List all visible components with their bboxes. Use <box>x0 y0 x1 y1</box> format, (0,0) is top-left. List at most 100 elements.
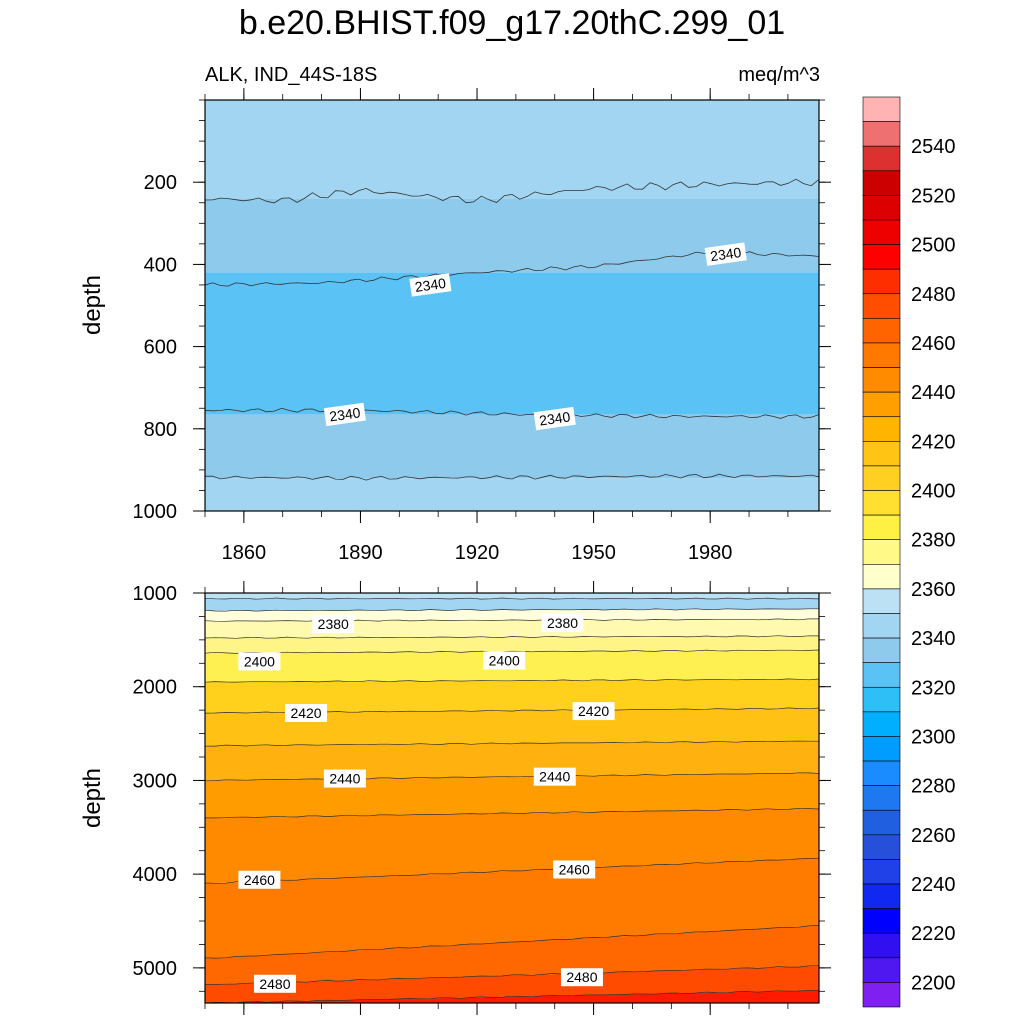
lower-band-10 <box>205 808 819 884</box>
colorbar-swatch-0 <box>862 96 901 122</box>
lower-contour-plot: 2380 2380 2400 2400 2420 2420 2440 2440 2460 2460… <box>79 581 831 1015</box>
upper-contour-line-0 <box>205 178 819 204</box>
colorbar-label-12: 2300 <box>911 726 956 748</box>
colorbar-label-17: 2200 <box>911 972 956 994</box>
chart-title: b.e20.BHIST.f09_g17.20thC.299_01 <box>238 4 786 42</box>
colorbar-label-5: 2440 <box>911 382 956 404</box>
upper-contour-label-bg-1 <box>704 242 747 266</box>
colorbar-swatch-9 <box>862 318 901 344</box>
colorbar-swatch-35 <box>862 957 901 983</box>
lower-contour-line-10 <box>205 807 819 819</box>
colorbar-swatch-16 <box>862 490 901 516</box>
upper-contour-label-bg-3 <box>533 406 576 431</box>
lower-contour-line-8 <box>205 740 819 747</box>
colorbar-swatch-33 <box>862 908 901 934</box>
colorbar-swatch-20 <box>862 588 901 614</box>
colorbar-swatch-1 <box>862 121 901 147</box>
lower-contour-label-bg-4 <box>285 703 328 722</box>
colorbar-swatch-24 <box>862 686 901 713</box>
lower-contour-label-bg-0 <box>312 614 355 633</box>
upper-band-4 <box>205 478 819 511</box>
colorbar-swatch-7 <box>862 268 901 295</box>
upper-x-tick-label-3: 1950 <box>571 542 616 564</box>
lower-contour-label-4: 2420 <box>290 705 321 721</box>
upper-contour-label-2: 2340 <box>328 404 361 424</box>
colorbar-swatch-30 <box>862 834 901 860</box>
lower-band-1 <box>205 598 819 611</box>
lower-contour-label-bg-10 <box>253 974 296 993</box>
upper-contour-line-3 <box>205 473 819 481</box>
lower-contour-line-9 <box>205 772 819 782</box>
colorbar-swatch-22 <box>862 637 901 663</box>
lower-contour-label-3: 2400 <box>489 652 520 668</box>
colorbar-label-8: 2380 <box>911 530 956 552</box>
lower-band-4 <box>205 636 819 653</box>
colorbar-swatch-5 <box>862 219 901 245</box>
lower-y-axis-label: depth <box>79 768 106 828</box>
colorbar-label-10: 2340 <box>911 628 956 650</box>
upper-fill-group: 2340 2340 2340 2340 <box>205 100 819 511</box>
colorbar-swatch-23 <box>862 662 901 688</box>
lower-contour-line-6 <box>205 678 819 683</box>
upper-band-2 <box>205 272 819 415</box>
upper-contour-label-0: 2340 <box>414 275 447 295</box>
upper-contour-plot: 2340 2340 2340 2340 1860 1890 1920 1950 1980 200 4… <box>79 88 831 564</box>
colorbar-swatch-3 <box>862 170 901 196</box>
lower-y-tick-label-2: 3000 <box>133 770 178 792</box>
colorbar-label-4: 2460 <box>911 333 956 355</box>
lower-band-0 <box>205 593 819 599</box>
colorbar-swatch-17 <box>862 514 901 541</box>
lower-contour-label-7: 2440 <box>539 769 570 785</box>
upper-y-tick-label-1: 400 <box>144 254 177 276</box>
lower-contour-label-11: 2480 <box>566 969 597 985</box>
colorbar-swatch-18 <box>862 539 901 565</box>
colorbar-swatch-25 <box>862 711 901 737</box>
upper-x-tick-label-1: 1890 <box>338 542 383 564</box>
colorbar-label-7: 2400 <box>911 481 956 503</box>
upper-y-tick-label-0: 200 <box>144 172 177 194</box>
upper-y-tick-label-4: 1000 <box>133 501 178 523</box>
colorbar-label-0: 2540 <box>911 136 956 158</box>
upper-contour-line-2 <box>205 407 819 419</box>
lower-contour-line-1 <box>205 597 819 600</box>
lower-contour-label-bg-8 <box>238 870 281 889</box>
upper-contour-label-bg-2 <box>323 402 366 427</box>
lower-y-tick-label-3: 4000 <box>133 864 178 886</box>
lower-contour-label-5: 2420 <box>578 703 609 719</box>
lower-contour-label-bg-7 <box>533 767 576 786</box>
colorbar-swatch-8 <box>862 293 901 319</box>
lower-contour-label-8: 2460 <box>244 872 275 888</box>
colorbar-label-3: 2480 <box>911 284 956 306</box>
lower-contour-label-9: 2460 <box>559 861 590 877</box>
colorbar-swatch-4 <box>862 195 901 221</box>
colorbar-label-16: 2220 <box>911 923 956 945</box>
lower-contour-label-bg-11 <box>560 968 603 987</box>
lower-band-13 <box>205 966 819 1003</box>
colorbar-label-6: 2420 <box>911 431 956 453</box>
colorbar-swatch-14 <box>862 441 901 467</box>
lower-contour-line-11 <box>205 857 819 884</box>
upper-band-3 <box>205 414 819 479</box>
lower-plot-frame <box>204 592 820 1004</box>
colorbar-swatch-27 <box>862 760 901 786</box>
colorbar-swatch-10 <box>862 342 901 368</box>
upper-y-axis-label: depth <box>79 275 106 335</box>
lower-y-tick-label-0: 1000 <box>133 583 178 605</box>
lower-contour-line-5 <box>205 649 819 654</box>
upper-y-tick-label-3: 800 <box>144 419 177 441</box>
upper-x-tick-label-2: 1920 <box>455 542 500 564</box>
upper-band-0 <box>205 100 819 199</box>
lower-band-12 <box>205 925 819 985</box>
colorbar-swatch-11 <box>862 367 901 393</box>
colorbar-swatch-19 <box>862 563 901 590</box>
lower-y-tick-label-4: 5000 <box>133 958 178 980</box>
lower-contour-label-bg-3 <box>483 651 526 670</box>
lower-band-6 <box>205 679 819 713</box>
lower-contour-label-bg-5 <box>572 702 615 721</box>
colorbar-swatch-26 <box>862 736 901 762</box>
lower-band-11 <box>205 858 819 959</box>
upper-contour-label-bg-0 <box>409 273 452 297</box>
variable-region-label: ALK, IND_44S-18S <box>205 64 378 86</box>
colorbar-swatch-6 <box>862 244 901 270</box>
colorbar-swatch-36 <box>862 982 901 1008</box>
